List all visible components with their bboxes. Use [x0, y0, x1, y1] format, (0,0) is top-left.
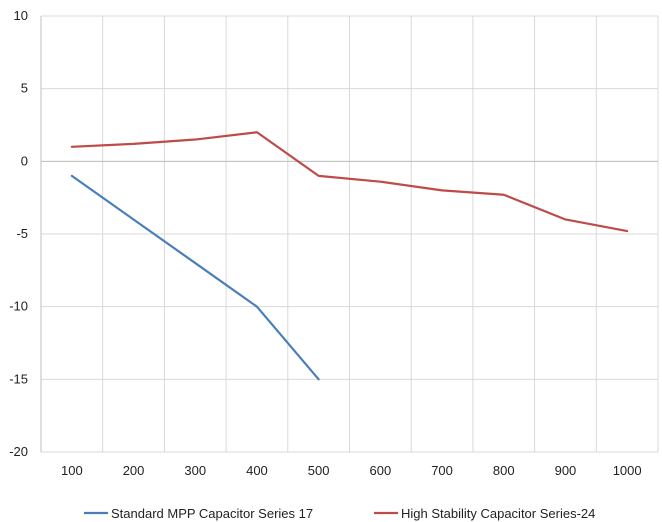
x-axis-ticks: 100 200 300 400 500 600 700 800 900 1000 [61, 463, 642, 478]
legend-label: Standard MPP Capacitor Series 17 [111, 506, 313, 521]
x-tick-label: 400 [246, 463, 268, 478]
x-tick-label: 1000 [613, 463, 642, 478]
x-tick-label: 100 [61, 463, 83, 478]
x-tick-label: 500 [308, 463, 330, 478]
legend-label: High Stability Capacitor Series-24 [401, 506, 595, 521]
legend-item-1: Standard MPP Capacitor Series 17 [84, 506, 313, 521]
series-line-1 [70, 174, 320, 381]
y-tick-label: 10 [14, 8, 28, 23]
legend-item-2: High Stability Capacitor Series-24 [374, 506, 595, 521]
y-tick-label: 5 [21, 81, 28, 96]
y-tick-label: -10 [9, 299, 28, 314]
series-layer [70, 131, 629, 381]
series-line-2 [70, 131, 629, 233]
y-tick-label: 0 [21, 153, 28, 168]
x-tick-label: 800 [493, 463, 515, 478]
x-tick-label: 700 [431, 463, 453, 478]
y-tick-label: -5 [16, 226, 28, 241]
grid [41, 15, 659, 453]
x-tick-label: 900 [555, 463, 577, 478]
x-tick-label: 300 [184, 463, 206, 478]
y-tick-label: -15 [9, 371, 28, 386]
legend: Standard MPP Capacitor Series 17 High Sta… [84, 506, 595, 521]
y-tick-label: -20 [9, 444, 28, 459]
y-axis-ticks: 10 5 0 -5 -10 -15 -20 [9, 8, 28, 459]
x-tick-label: 600 [369, 463, 391, 478]
axes [40, 16, 658, 452]
x-tick-label: 200 [123, 463, 145, 478]
